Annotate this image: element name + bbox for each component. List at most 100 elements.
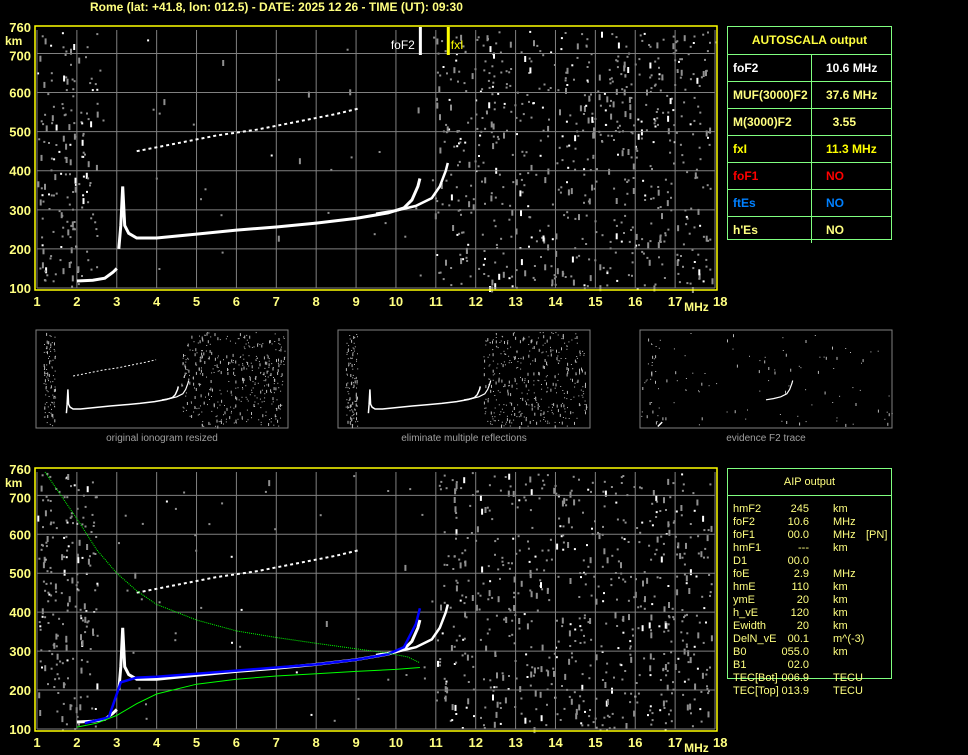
thumbnail-noise	[233, 407, 235, 409]
noise-dot	[624, 203, 627, 206]
thumbnail-noise	[845, 423, 847, 427]
thumbnail-noise	[539, 420, 541, 422]
noise-dot	[194, 534, 197, 537]
noise-dot	[174, 507, 177, 510]
noise-dot	[645, 103, 648, 106]
noise-dot	[648, 44, 651, 46]
noise-dot	[697, 105, 700, 108]
noise-dot	[453, 645, 456, 648]
noise-dot	[627, 67, 630, 73]
thumbnail-noise	[252, 381, 254, 383]
noise-dot	[689, 523, 692, 525]
noise-dot	[86, 544, 89, 550]
aip-unit: km	[833, 594, 848, 606]
thumbnail-noise	[194, 406, 196, 409]
noise-dot	[547, 549, 550, 552]
thumbnail-noise	[540, 413, 542, 417]
noise-dot	[96, 33, 99, 36]
noise-dot	[652, 657, 655, 660]
thumbnail-noise	[243, 379, 245, 381]
thumbnail-noise	[267, 355, 269, 359]
thumbnail-noise	[550, 346, 551, 348]
thumbnail-noise	[490, 421, 492, 423]
noise-dot	[622, 631, 625, 634]
thumbnail-noise	[494, 407, 496, 409]
noise-dot	[681, 639, 684, 642]
thumbnail-noise	[487, 356, 489, 358]
noise-dot	[491, 596, 494, 599]
aip-value: 00.1	[787, 633, 809, 645]
noise-dot	[96, 266, 99, 269]
noise-dot	[487, 79, 490, 82]
noise-dot	[61, 662, 64, 665]
thumbnail-noise	[280, 376, 282, 377]
noise-dot	[409, 488, 412, 491]
noise-dot	[660, 556, 663, 563]
thumbnail-noise	[280, 390, 282, 392]
thumbnail-noise	[52, 402, 53, 404]
y-tick-label: 100	[9, 722, 31, 737]
noise-dot	[700, 720, 703, 723]
noise-dot	[436, 691, 439, 694]
thumbnail-noise	[243, 378, 245, 381]
thumbnail-noise	[275, 415, 277, 417]
noise-dot	[627, 274, 630, 277]
thumbnail-noise	[232, 362, 234, 364]
noise-dot	[575, 122, 578, 125]
thumbnail-noise	[559, 360, 561, 362]
noise-dot	[479, 638, 482, 641]
noise-dot	[628, 96, 631, 103]
thumbnail-noise	[215, 416, 217, 418]
thumbnail-noise	[271, 363, 273, 365]
noise-dot	[82, 198, 85, 205]
noise-dot	[494, 261, 497, 264]
noise-dot	[592, 156, 595, 159]
noise-dot	[650, 87, 653, 90]
noise-dot	[601, 234, 604, 237]
noise-dot	[681, 58, 683, 61]
noise-dot	[629, 701, 632, 704]
thumbnail-noise	[582, 386, 584, 388]
noise-dot	[493, 101, 496, 104]
noise-dot	[633, 486, 636, 488]
thumbnail-noise	[527, 372, 529, 376]
thumbnail-noise	[53, 349, 55, 350]
thumbnail-noise	[278, 342, 280, 344]
noise-dot	[663, 707, 666, 709]
noise-dot	[431, 179, 434, 182]
noise-dot	[606, 728, 608, 731]
noise-dot	[353, 475, 356, 478]
thumbnail-noise	[708, 385, 710, 387]
aip-row: D1 00.0	[733, 555, 893, 568]
noise-dot	[590, 490, 592, 493]
noise-dot	[41, 217, 44, 220]
thumbnail-noise	[52, 359, 54, 361]
noise-dot	[644, 194, 647, 197]
noise-dot	[471, 73, 474, 80]
noise-dot	[670, 720, 673, 723]
thumbnail-noise	[278, 387, 280, 389]
x-tick-label: 6	[233, 294, 240, 309]
noise-dot	[573, 78, 575, 81]
thumbnail-noise	[210, 336, 212, 338]
thumbnail-noise	[52, 381, 54, 383]
noise-dot	[42, 123, 45, 126]
thumbnail-noise	[270, 421, 272, 423]
noise-dot	[615, 198, 618, 204]
noise-dot	[515, 552, 518, 555]
thumbnail-2	[639, 329, 893, 429]
thumbnail-noise	[488, 378, 490, 380]
noise-dot	[439, 658, 442, 661]
noise-dot	[553, 487, 556, 494]
thumbnail-noise	[202, 338, 204, 342]
noise-dot	[533, 40, 535, 47]
noise-dot	[627, 541, 630, 543]
noise-dot	[622, 578, 625, 581]
thumbnail-noise	[887, 422, 889, 426]
thumbnail-noise	[52, 414, 54, 417]
thumbnail-noise	[747, 409, 748, 411]
noise-dot	[662, 38, 665, 41]
noise-dot	[515, 269, 518, 272]
x-tick-label: 17	[668, 735, 682, 750]
noise-dot	[585, 45, 588, 48]
